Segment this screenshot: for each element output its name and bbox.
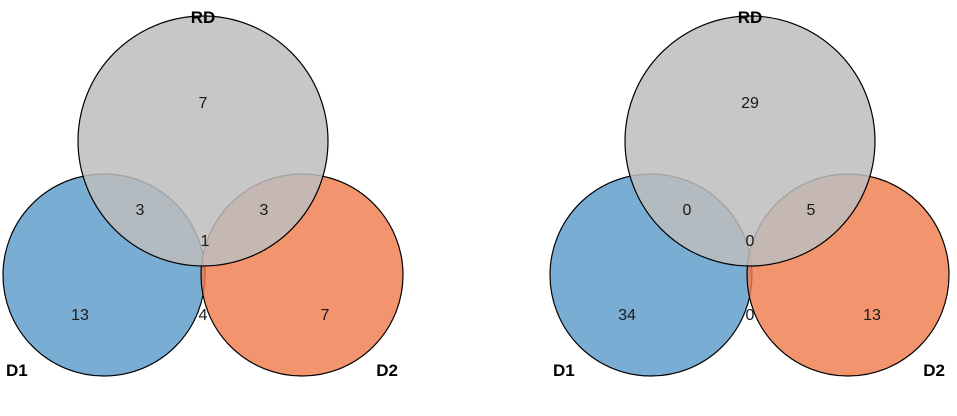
rd-circle <box>624 15 876 267</box>
d1-set-label: D1 <box>553 361 575 380</box>
rd-set-label: RD <box>191 8 216 27</box>
d2-set-label: D2 <box>923 361 945 380</box>
all-sets-count: 0 <box>746 233 755 250</box>
rd-only-count: 7 <box>199 95 208 112</box>
d2-only-count: 7 <box>321 307 330 324</box>
d1-d2-count: 0 <box>746 307 755 324</box>
rd-circle <box>77 15 329 267</box>
all-sets-count: 1 <box>201 233 210 250</box>
venn-diagram-left: RD D1 D2 7 3 3 1 13 4 7 <box>2 8 404 380</box>
d1-d2-count: 4 <box>199 307 208 324</box>
rd-set-label: RD <box>738 8 763 27</box>
rd-d2-count: 5 <box>807 202 816 219</box>
d1-set-label: D1 <box>6 361 28 380</box>
rd-d1-count: 3 <box>136 202 145 219</box>
rd-only-count: 29 <box>741 95 759 112</box>
rd-d1-count: 0 <box>683 202 692 219</box>
venn-diagram-right: RD D1 D2 29 0 5 0 34 0 13 <box>549 8 950 380</box>
rd-d2-count: 3 <box>260 202 269 219</box>
d1-only-count: 13 <box>71 307 89 324</box>
d2-only-count: 13 <box>863 307 881 324</box>
d1-only-count: 34 <box>618 307 636 324</box>
d2-set-label: D2 <box>376 361 398 380</box>
